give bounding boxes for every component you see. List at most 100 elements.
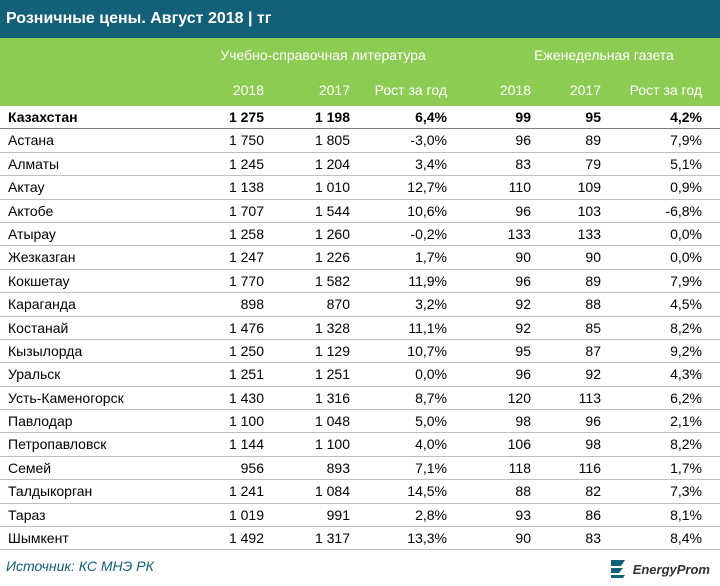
textbook-growth: 3,2% — [415, 296, 447, 313]
newspaper-growth: 5,1% — [670, 155, 702, 172]
newspaper-price-2017: 96 — [585, 413, 601, 430]
newspaper-growth: 8,2% — [670, 319, 702, 336]
textbook-growth: 11,9% — [408, 272, 447, 289]
textbook-price-2017: 893 — [326, 459, 350, 476]
textbook-price-2017: 1 251 — [314, 366, 350, 383]
newspaper-price-2017: 116 — [578, 459, 601, 476]
newspaper-price-2018: 120 — [507, 389, 531, 406]
newspaper-price-2017: 109 — [577, 179, 601, 196]
textbook-growth: 11,1% — [408, 319, 447, 336]
textbook-growth: 7,1% — [415, 459, 447, 476]
textbook-price-2017: 1 129 — [314, 342, 350, 359]
newspaper-growth: 8,1% — [670, 506, 702, 523]
newspaper-price-2018: 99 — [515, 109, 531, 125]
textbook-price-2017: 1 204 — [314, 155, 350, 172]
textbook-growth: 3,4% — [415, 155, 447, 172]
textbook-growth: 12,7% — [407, 179, 447, 196]
textbook-price-2017: 1 328 — [314, 319, 350, 336]
region-name: Тараз — [8, 506, 46, 523]
table-row: Алматы 1 245 1 204 3,4% 83 79 5,1% — [0, 153, 720, 177]
newspaper-price-2017: 95 — [585, 109, 601, 125]
textbook-growth: 13,3% — [407, 530, 447, 547]
newspaper-growth: 7,3% — [670, 483, 702, 500]
footer: Источник: КС МНЭ РК EnergyProm — [0, 552, 720, 586]
newspaper-price-2018: 96 — [515, 366, 531, 383]
column-header-growth: Рост за год — [374, 82, 447, 98]
textbook-price-2018: 1 100 — [228, 413, 264, 430]
newspaper-growth: -6,8% — [665, 202, 702, 219]
textbook-price-2017: 1 317 — [314, 530, 350, 547]
newspaper-growth: 2,1% — [670, 413, 702, 430]
logo-text: EnergyProm — [632, 561, 710, 577]
newspaper-price-2018: 88 — [515, 483, 531, 500]
textbook-price-2017: 991 — [326, 506, 350, 523]
region-name: Алматы — [8, 155, 60, 172]
textbook-growth: 0,0% — [415, 366, 447, 383]
textbook-price-2018: 1 138 — [228, 179, 264, 196]
newspaper-growth: 4,2% — [670, 109, 702, 125]
region-name: Костанай — [8, 319, 69, 336]
region-name: Казахстан — [8, 109, 78, 125]
energyprom-logo: EnergyProm — [607, 554, 710, 584]
textbook-growth: 10,6% — [407, 202, 447, 219]
newspaper-price-2017: 98 — [585, 436, 601, 453]
newspaper-price-2018: 96 — [515, 132, 531, 149]
region-name: Усть-Каменогорск — [8, 389, 124, 406]
table-row: Шымкент 1 492 1 317 13,3% 90 83 8,4% — [0, 527, 720, 551]
textbook-growth: 10,7% — [407, 342, 447, 359]
newspaper-price-2017: 83 — [585, 530, 601, 547]
region-name: Астана — [8, 132, 54, 149]
textbook-price-2017: 1 198 — [314, 109, 350, 125]
table-row: Актау 1 138 1 010 12,7% 110 109 0,9% — [0, 176, 720, 200]
newspaper-price-2018: 90 — [515, 249, 531, 266]
table-row: Петропавловск 1 144 1 100 4,0% 106 98 8,2% — [0, 433, 720, 457]
newspaper-price-2017: 113 — [578, 389, 601, 406]
textbook-price-2017: 1 805 — [314, 132, 350, 149]
region-name: Актобе — [8, 202, 54, 219]
textbook-growth: 6,4% — [415, 109, 447, 125]
column-header-2018: 2018 — [232, 82, 264, 98]
textbook-growth: 4,0% — [415, 436, 447, 453]
textbook-growth: 5,0% — [415, 413, 447, 430]
region-name: Жезказган — [8, 249, 76, 266]
column-header-2018: 2018 — [499, 82, 531, 98]
table-row: Уральск 1 251 1 251 0,0% 96 92 4,3% — [0, 363, 720, 387]
textbook-price-2018: 1 750 — [228, 132, 264, 149]
textbook-price-2017: 1 544 — [314, 202, 350, 219]
textbook-price-2018: 898 — [240, 296, 264, 313]
newspaper-growth: 0,0% — [670, 249, 702, 266]
textbook-price-2018: 1 241 — [228, 483, 264, 500]
textbook-price-2018: 1 492 — [228, 530, 264, 547]
newspaper-growth: 4,3% — [670, 366, 702, 383]
textbook-price-2017: 1 316 — [314, 389, 350, 406]
table-row: Актобе 1 707 1 544 10,6% 96 103 -6,8% — [0, 200, 720, 223]
textbook-price-2017: 870 — [326, 296, 350, 313]
price-table: Казахстан 1 275 1 198 6,4% 99 95 4,2% Астана 1 7… — [0, 106, 720, 551]
group-header-textbooks: Учебно-справочная литература — [220, 47, 426, 63]
newspaper-growth: 4,5% — [670, 296, 702, 313]
newspaper-price-2018: 110 — [508, 179, 531, 196]
region-name: Караганда — [8, 296, 76, 313]
column-header-growth: Рост за год — [629, 82, 702, 98]
region-name: Петропавловск — [8, 436, 107, 453]
table-row: Караганда 898 870 3,2% 92 88 4,5% — [0, 293, 720, 317]
newspaper-price-2017: 133 — [577, 225, 601, 242]
region-name: Уральск — [8, 366, 61, 383]
column-header-2017: 2017 — [569, 82, 601, 98]
textbook-price-2017: 1 260 — [314, 225, 350, 242]
source-note: Источник: КС МНЭ РК — [6, 558, 154, 574]
region-name: Павлодар — [8, 413, 73, 430]
textbook-price-2018: 1 144 — [228, 436, 264, 453]
textbook-price-2018: 1 251 — [228, 366, 264, 383]
textbook-price-2017: 1 582 — [314, 272, 350, 289]
table-row: Костанай 1 476 1 328 11,1% 92 85 8,2% — [0, 317, 720, 340]
textbook-price-2017: 1 100 — [314, 436, 350, 453]
textbook-price-2018: 1 275 — [228, 109, 264, 125]
newspaper-growth: 8,2% — [670, 436, 702, 453]
textbook-price-2018: 1 019 — [228, 506, 264, 523]
newspaper-price-2017: 82 — [585, 483, 601, 500]
newspaper-price-2017: 86 — [585, 506, 601, 523]
textbook-growth: 8,7% — [415, 389, 447, 406]
textbook-price-2018: 1 258 — [228, 225, 264, 242]
textbook-price-2018: 1 250 — [228, 342, 264, 359]
